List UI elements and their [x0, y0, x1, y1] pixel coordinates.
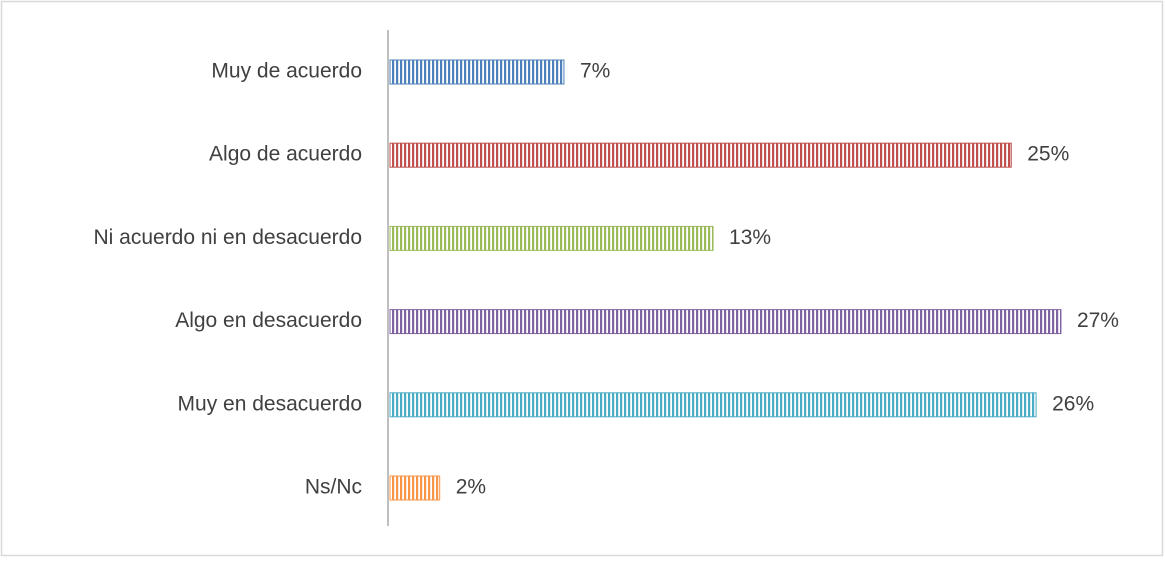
bar [389, 59, 565, 85]
bar [389, 475, 441, 501]
bar [389, 142, 1012, 168]
value-label: 13% [729, 226, 771, 249]
bar [389, 309, 1062, 335]
category-label: Muy de acuerdo [211, 60, 362, 83]
value-label: 7% [580, 60, 610, 83]
value-label: 26% [1052, 392, 1094, 415]
category-label: Ns/Nc [305, 476, 362, 499]
category-label: Algo de acuerdo [209, 143, 362, 166]
category-label: Algo en desacuerdo [175, 309, 362, 332]
value-label: 2% [456, 476, 486, 499]
value-label: 25% [1027, 143, 1069, 166]
bar [389, 392, 1037, 418]
bar [389, 225, 714, 251]
category-label: Muy en desacuerdo [178, 392, 362, 415]
category-label: Ni acuerdo ni en desacuerdo [93, 226, 362, 249]
value-label: 27% [1077, 309, 1119, 332]
